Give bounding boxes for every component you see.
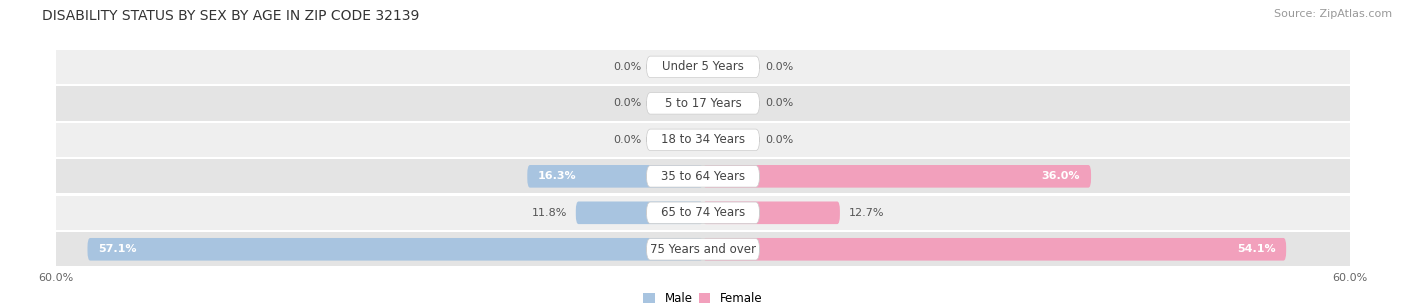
FancyBboxPatch shape: [647, 56, 759, 78]
FancyBboxPatch shape: [576, 202, 703, 224]
Text: 75 Years and over: 75 Years and over: [650, 243, 756, 256]
Text: 54.1%: 54.1%: [1237, 244, 1275, 254]
FancyBboxPatch shape: [703, 165, 1091, 188]
Text: 11.8%: 11.8%: [531, 208, 567, 218]
Text: DISABILITY STATUS BY SEX BY AGE IN ZIP CODE 32139: DISABILITY STATUS BY SEX BY AGE IN ZIP C…: [42, 9, 419, 23]
Bar: [56, 50, 1350, 84]
FancyBboxPatch shape: [87, 238, 703, 261]
Text: 0.0%: 0.0%: [613, 135, 641, 145]
Text: 57.1%: 57.1%: [98, 244, 136, 254]
Bar: [56, 196, 1350, 230]
Text: 0.0%: 0.0%: [613, 62, 641, 72]
Text: 0.0%: 0.0%: [765, 62, 793, 72]
FancyBboxPatch shape: [527, 165, 703, 188]
Text: 5 to 17 Years: 5 to 17 Years: [665, 97, 741, 110]
Text: 0.0%: 0.0%: [765, 98, 793, 108]
FancyBboxPatch shape: [647, 129, 759, 150]
Text: 36.0%: 36.0%: [1042, 171, 1080, 181]
FancyBboxPatch shape: [647, 166, 759, 187]
Bar: [56, 159, 1350, 193]
Text: 16.3%: 16.3%: [538, 171, 576, 181]
FancyBboxPatch shape: [647, 239, 759, 260]
Text: 65 to 74 Years: 65 to 74 Years: [661, 206, 745, 219]
Text: 18 to 34 Years: 18 to 34 Years: [661, 133, 745, 146]
FancyBboxPatch shape: [647, 202, 759, 223]
Bar: [56, 123, 1350, 157]
FancyBboxPatch shape: [703, 202, 839, 224]
Text: Under 5 Years: Under 5 Years: [662, 60, 744, 73]
Text: 0.0%: 0.0%: [613, 98, 641, 108]
Text: Source: ZipAtlas.com: Source: ZipAtlas.com: [1274, 9, 1392, 19]
Text: 35 to 64 Years: 35 to 64 Years: [661, 170, 745, 183]
Text: 0.0%: 0.0%: [765, 135, 793, 145]
Text: 12.7%: 12.7%: [849, 208, 884, 218]
FancyBboxPatch shape: [647, 93, 759, 114]
Bar: [56, 232, 1350, 266]
FancyBboxPatch shape: [703, 238, 1286, 261]
Legend: Male, Female: Male, Female: [638, 287, 768, 304]
Bar: [56, 86, 1350, 120]
